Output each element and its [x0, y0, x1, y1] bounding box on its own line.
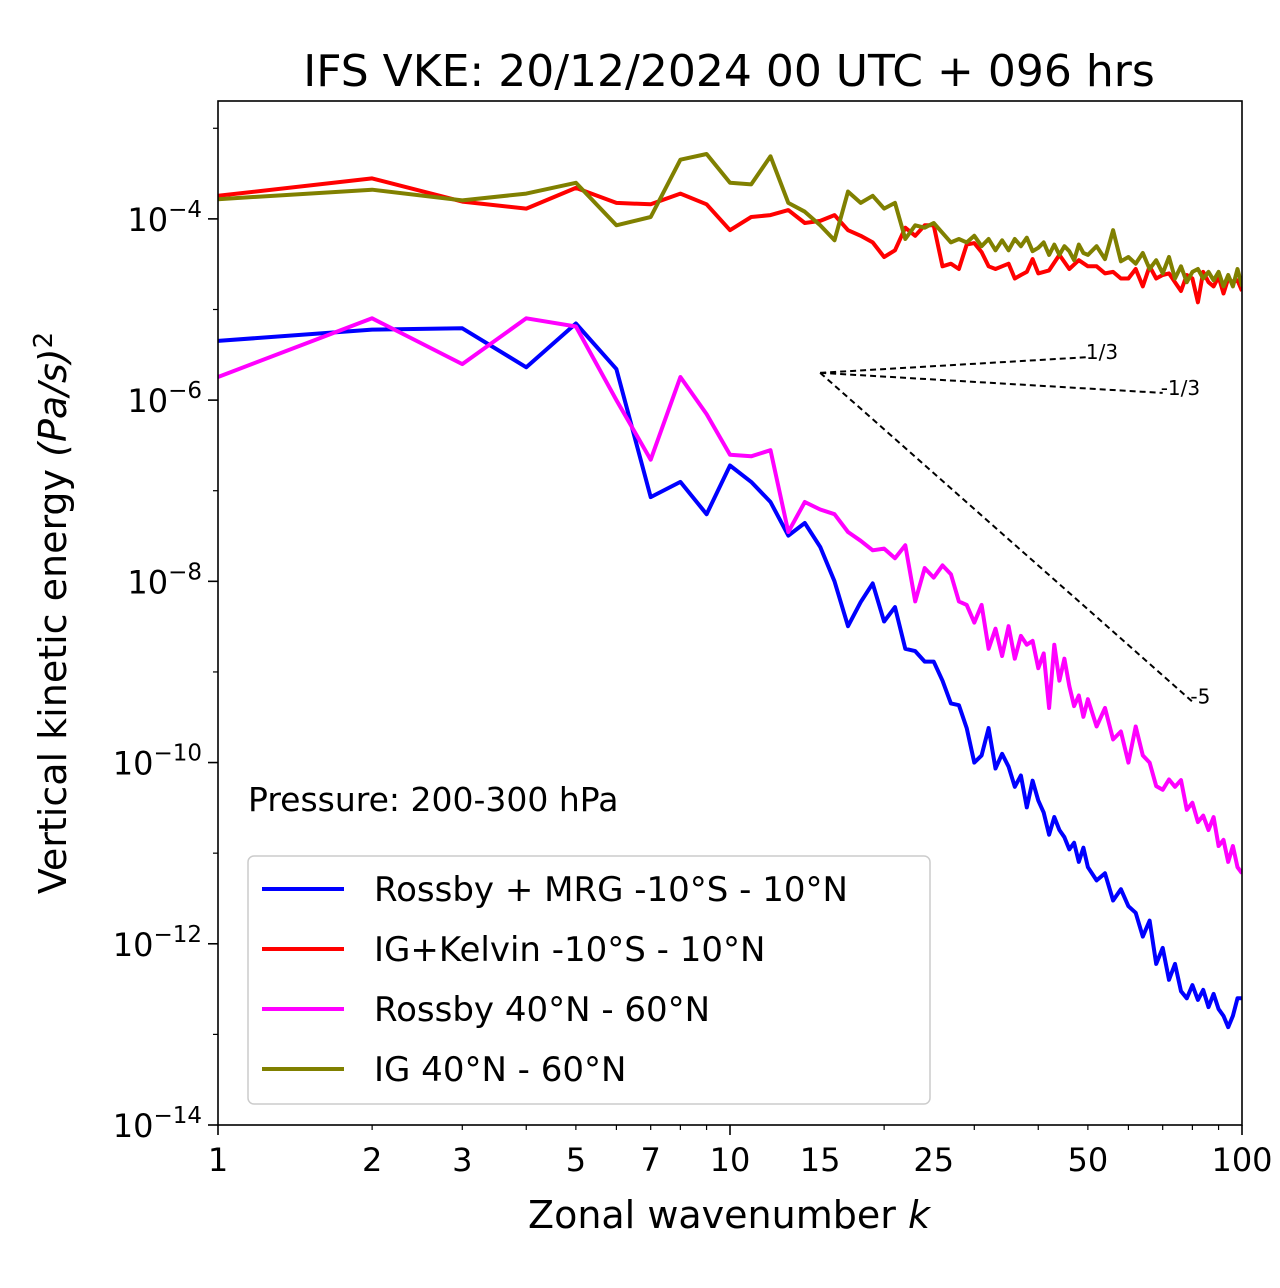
legend-label-4: IG 40°N - 60°N [374, 1050, 626, 1090]
y-tick-label: 10−6 [127, 378, 202, 420]
x-tick-label: 25 [913, 1141, 954, 1179]
slope-label-3: -5 [1190, 685, 1210, 709]
slope-line-3 [819, 372, 1194, 703]
series-line-2 [218, 176, 1242, 305]
legend-box [247, 855, 931, 1105]
y-axis-ticks: 10−4 10−6 10−8 10−10 10−12 10−14 [113, 127, 218, 1145]
legend-label-3: Rossby 40°N - 60°N [374, 990, 710, 1030]
y-tick-label: 10−12 [113, 922, 202, 964]
series-line-1 [218, 321, 1242, 1030]
slope-label-2: -1/3 [1161, 376, 1200, 400]
x-tick-label: 7 [641, 1141, 661, 1179]
x-tick-label: 100 [1211, 1141, 1272, 1179]
x-tick-label: 10 [710, 1141, 751, 1179]
reference-slopes: 1/3 -1/3 -5 [819, 340, 1210, 709]
x-tick-label: 1 [208, 1141, 228, 1179]
y-tick-label: 10−10 [113, 741, 202, 783]
y-axis-label: Vertical kinetic energy (Pa/s)2 [29, 332, 75, 894]
x-tick-label: 15 [800, 1141, 841, 1179]
legend: Rossby + MRG -10°S - 10°N IG+Kelvin -10°S… [247, 855, 931, 1105]
pressure-annotation: Pressure: 200-300 hPa [248, 780, 618, 819]
x-axis-label: Zonal wavenumber k [528, 1193, 932, 1237]
x-axis-ticks: 1 2 3 5 7 10 15 25 50 100 [208, 1125, 1273, 1179]
y-tick-label: 10−14 [113, 1103, 202, 1145]
y-tick-label: 10−8 [127, 559, 202, 601]
slope-line-1 [820, 356, 1088, 374]
series-line-4 [218, 152, 1242, 289]
legend-label-1: Rossby + MRG -10°S - 10°N [374, 870, 848, 910]
slope-label-1: 1/3 [1086, 340, 1118, 364]
slope-line-2 [820, 371, 1163, 394]
x-tick-label: 50 [1068, 1141, 1109, 1179]
series-layer [218, 152, 1242, 1030]
x-tick-label: 2 [362, 1141, 382, 1179]
x-tick-label: 5 [566, 1141, 586, 1179]
chart-title: IFS VKE: 20/12/2024 00 UTC + 096 hrs [303, 46, 1155, 97]
legend-label-2: IG+Kelvin -10°S - 10°N [374, 930, 765, 970]
y-tick-label: 10−4 [127, 197, 202, 239]
x-tick-label: 3 [452, 1141, 472, 1179]
series-line-3 [218, 316, 1242, 875]
